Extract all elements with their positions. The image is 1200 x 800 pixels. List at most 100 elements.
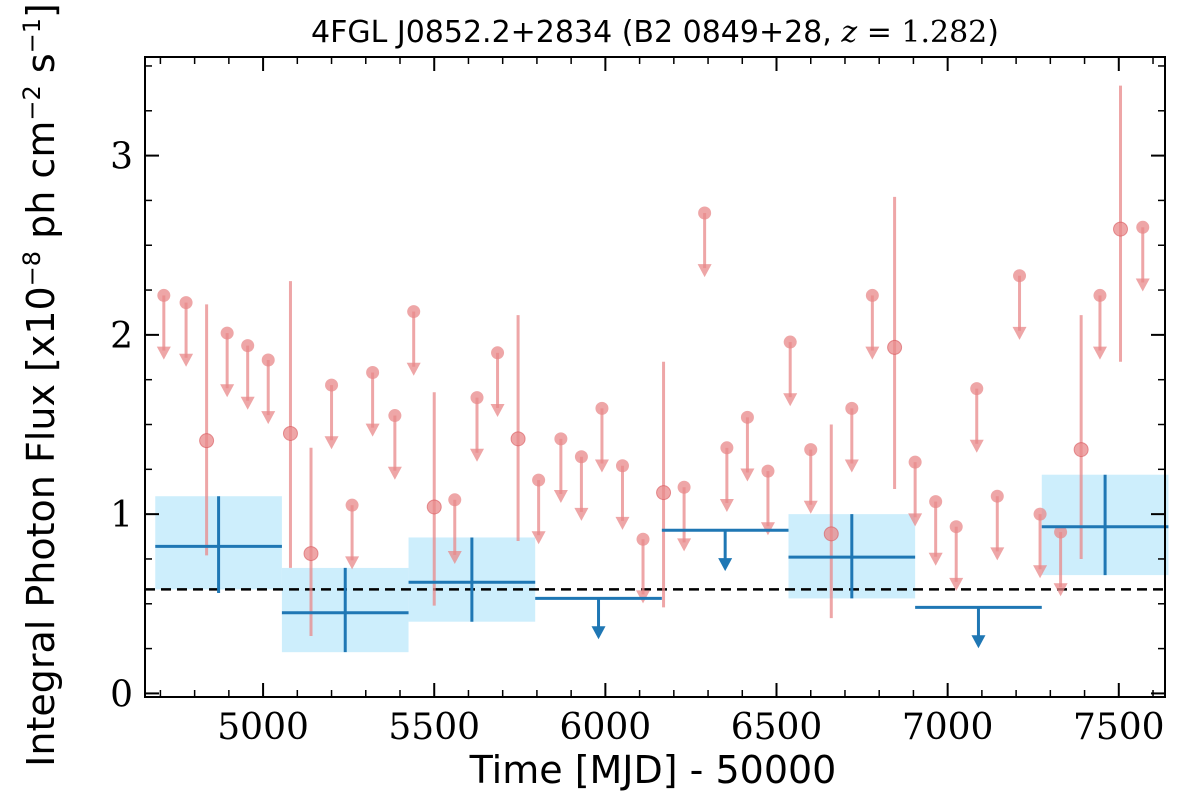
fine-upper-limit-point-0 bbox=[157, 288, 171, 302]
y-axis-title-end: s bbox=[19, 53, 63, 85]
fine-upper-limit-point-11 bbox=[470, 391, 484, 405]
fine-upper-limit-arrow-22 bbox=[740, 468, 755, 482]
fine-upper-limit-arrow-2 bbox=[220, 384, 235, 398]
fine-upper-limit-point-6 bbox=[345, 498, 359, 512]
fine-upper-limit-arrow-0 bbox=[156, 346, 171, 360]
fine-upper-limit-arrow-34 bbox=[1033, 565, 1048, 579]
fine-upper-limit-arrow-11 bbox=[470, 448, 485, 462]
fine-upper-limit-arrow-1 bbox=[179, 353, 194, 367]
fine-upper-limit-arrow-17 bbox=[615, 516, 630, 530]
fine-upper-limit-point-1 bbox=[179, 296, 193, 310]
fine-upper-limit-point-31 bbox=[970, 382, 984, 396]
fine-upper-limit-point-23 bbox=[761, 464, 775, 478]
fine-detections-group bbox=[199, 85, 1129, 637]
ticks-group bbox=[145, 57, 1165, 697]
fine-upper-limit-point-7 bbox=[366, 366, 380, 380]
fine-upper-limit-point-26 bbox=[845, 401, 859, 415]
y-tick-label-2: 2 bbox=[110, 316, 133, 357]
y-tick-label-0: 0 bbox=[110, 674, 133, 715]
fine-upper-limit-arrow-8 bbox=[387, 466, 402, 480]
y-axis-title: Integral Photon Flux [x10−8 ph cm−2 s−1] bbox=[18, 3, 63, 767]
fine-upper-limit-point-36 bbox=[1093, 288, 1107, 302]
fine-upper-limit-arrow-12 bbox=[490, 403, 505, 417]
fine-upper-limit-point-14 bbox=[554, 432, 568, 446]
fine-upper-limit-arrow-36 bbox=[1092, 346, 1107, 360]
fine-detection-point-3 bbox=[426, 499, 442, 515]
x-tick-label-5000: 5000 bbox=[217, 707, 309, 748]
fine-detection-point-7 bbox=[887, 339, 903, 355]
fine-detection-point-1 bbox=[282, 425, 298, 441]
fine-upper-limit-arrow-7 bbox=[365, 423, 380, 437]
fine-upper-limit-arrow-24 bbox=[783, 393, 798, 407]
fine-upper-limit-point-2 bbox=[220, 326, 234, 340]
fine-detection-point-2 bbox=[303, 546, 319, 562]
fine-upper-limit-point-27 bbox=[865, 288, 879, 302]
y-axis-title-exp1: −8 bbox=[18, 251, 46, 286]
chart-title-z-value: = 1.282 bbox=[857, 15, 987, 50]
y-axis-title-close: ] bbox=[19, 3, 63, 18]
fine-upper-limit-point-18 bbox=[636, 532, 650, 546]
plot-area bbox=[144, 56, 1169, 698]
fine-detection-point-6 bbox=[823, 526, 839, 542]
fine-upper-limit-arrow-33 bbox=[1012, 326, 1027, 340]
fine-upper-limit-arrow-16 bbox=[594, 459, 609, 473]
fine-upper-limit-arrow-21 bbox=[719, 498, 734, 512]
fine-upper-limit-arrow-29 bbox=[928, 552, 943, 566]
fine-upper-limit-point-9 bbox=[407, 305, 421, 319]
fine-upper-limit-arrow-3 bbox=[240, 396, 255, 410]
fine-upper-limit-point-30 bbox=[949, 520, 963, 534]
fine-upper-limit-point-19 bbox=[677, 480, 691, 494]
fine-upper-limit-arrow-27 bbox=[865, 346, 880, 360]
y-axis-title-exp2: −2 bbox=[18, 85, 46, 120]
x-tick-label-6000: 6000 bbox=[560, 707, 652, 748]
fine-upper-limit-point-12 bbox=[491, 346, 505, 360]
fine-upper-limit-arrow-32 bbox=[990, 547, 1005, 561]
fine-upper-limit-arrow-30 bbox=[949, 577, 964, 591]
y-axis-title-exp3: −1 bbox=[18, 18, 46, 53]
coarse-detections-group bbox=[155, 474, 1169, 653]
y-tick-label-1: 1 bbox=[110, 495, 133, 536]
fine-detection-point-5 bbox=[656, 485, 672, 501]
x-tick-label-6500: 6500 bbox=[731, 707, 823, 748]
chart-title-suffix: ) bbox=[987, 15, 999, 50]
fine-upper-limit-arrow-4 bbox=[261, 411, 276, 425]
fine-upper-limit-point-34 bbox=[1033, 507, 1047, 521]
fine-detection-point-4 bbox=[510, 431, 526, 447]
y-tick-label-3: 3 bbox=[110, 137, 133, 178]
coarse-upper-limit-arrow-0 bbox=[591, 626, 606, 640]
fine-upper-limit-point-16 bbox=[595, 401, 609, 415]
fine-upper-limit-arrow-9 bbox=[406, 362, 421, 376]
coarse-upper-limit-arrow-1 bbox=[718, 558, 733, 572]
y-axis-title-main: Integral Photon Flux [x10 bbox=[19, 286, 63, 767]
fine-detection-point-9 bbox=[1113, 221, 1129, 237]
fine-upper-limit-point-8 bbox=[388, 409, 402, 423]
fine-upper-limit-point-35 bbox=[1054, 525, 1068, 539]
coarse-upper-limit-arrow-2 bbox=[971, 635, 986, 649]
fine-upper-limit-point-33 bbox=[1013, 269, 1027, 283]
fine-upper-limit-point-29 bbox=[929, 495, 943, 509]
fine-upper-limits-group bbox=[156, 206, 1150, 604]
coarse-upper-limits-group bbox=[535, 528, 1042, 649]
fine-upper-limit-point-32 bbox=[990, 489, 1004, 503]
fine-upper-limit-arrow-10 bbox=[447, 550, 462, 564]
fine-upper-limit-arrow-25 bbox=[803, 500, 818, 514]
y-axis-title-mid: ph cm bbox=[19, 121, 63, 251]
fine-upper-limit-arrow-6 bbox=[345, 556, 360, 570]
fine-upper-limit-arrow-14 bbox=[553, 490, 568, 504]
coarse-bands-group bbox=[155, 474, 1169, 653]
fine-upper-limit-arrow-13 bbox=[531, 531, 546, 545]
fine-upper-limit-point-22 bbox=[740, 410, 754, 424]
fine-upper-limit-point-37 bbox=[1136, 220, 1150, 234]
fine-upper-limit-arrow-5 bbox=[324, 436, 339, 450]
x-axis-title: Time [MJD] - 50000 bbox=[469, 748, 837, 792]
fine-detection-point-8 bbox=[1073, 442, 1089, 458]
fine-upper-limit-arrow-31 bbox=[969, 439, 984, 453]
fine-upper-limit-arrow-35 bbox=[1053, 583, 1068, 597]
fine-detection-point-0 bbox=[199, 433, 215, 449]
fine-upper-limit-point-21 bbox=[720, 441, 734, 455]
x-tick-label-7000: 7000 bbox=[902, 707, 994, 748]
fine-upper-limit-arrow-20 bbox=[697, 264, 712, 278]
fine-upper-limit-point-28 bbox=[908, 455, 922, 469]
plot-frame bbox=[144, 56, 1166, 698]
